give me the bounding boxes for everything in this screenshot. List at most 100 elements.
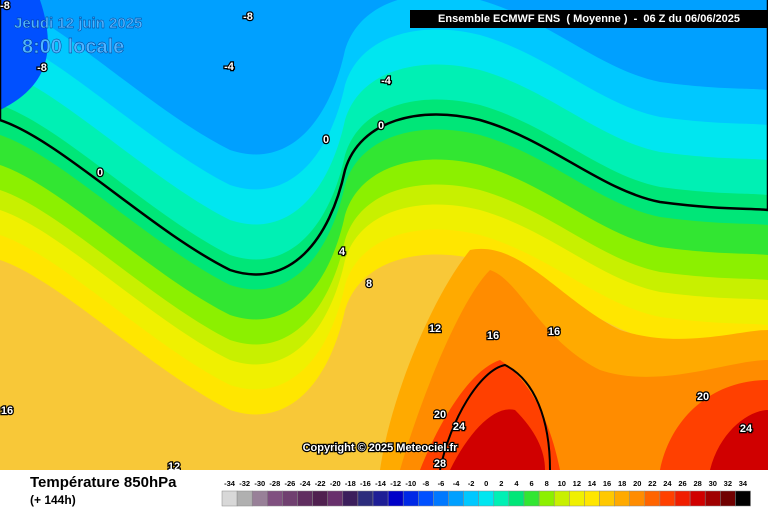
scale-label: -10 [405,479,416,488]
scale-swatch [221,490,238,507]
scale-swatch [236,490,253,507]
scale-swatch [372,490,389,507]
run-banner [410,10,768,28]
forecast-date: Jeudi 12 juin 2025 [14,15,142,32]
scale-swatch [659,490,676,507]
scale-swatch [312,490,328,507]
scale-swatch [599,490,615,507]
contour-label: 24 [740,423,753,435]
color-scale: -34 -32 -30 -28 -26 -24 -22 -20 -18 -16 -14 -12 -10-… [221,479,751,507]
scale-swatch [357,490,374,507]
scale-label: -28 [269,479,280,488]
scale-label: -14 [375,479,387,488]
scale-swatch [614,490,630,507]
scale-label: 4 [514,479,519,488]
scale-swatch [674,490,691,507]
scale-swatch [478,490,495,507]
scale-swatch [267,490,283,507]
scale-swatch [584,490,600,507]
forecast-time: 8:00 locale [22,36,124,58]
scale-swatch [523,490,540,507]
scale-label: -2 [468,479,475,488]
scale-swatch [629,490,646,507]
scale-label: 24 [663,479,672,488]
scale-swatch [689,490,706,507]
contour-label: 4 [339,246,346,258]
scale-label: 16 [603,479,611,488]
contour-label: 16 [1,405,13,417]
contour-label: 0 [323,134,329,146]
scale-label: -8 [423,479,430,488]
scale-swatch [251,490,268,507]
contour-label: 28 [434,458,446,470]
scale-label: -16 [360,479,371,488]
scale-swatch [418,490,434,507]
contour-label: 16 [548,326,560,338]
contour-label: 24 [453,421,466,433]
scale-label: -34 [224,479,236,488]
scale-label: 34 [739,479,748,488]
contour-label: 0 [378,120,384,132]
scale-label: 14 [588,479,597,488]
contour-label: 16 [487,330,499,342]
scale-swatch [433,490,449,507]
scale-swatch [508,490,525,507]
copyright: Copyright © 2025 Meteociel.fr [303,442,459,454]
scale-swatch [297,490,313,507]
scale-swatch [704,490,721,507]
contour-label: -8 [243,11,253,23]
scale-swatch [720,490,736,507]
contour-label: -4 [381,75,392,87]
scale-swatch [448,490,464,507]
scale-label: 28 [693,479,701,488]
scale-label: 22 [648,479,656,488]
scale-label: -6 [438,479,445,488]
scale-swatch [735,490,751,507]
scale-swatch [493,490,510,507]
contour-label: -8 [37,62,47,74]
scale-label: 2 [499,479,503,488]
scale-label: -22 [315,479,326,488]
contour-label: 0 [97,167,103,179]
scale-label: -30 [254,479,265,488]
scale-label: -26 [285,479,296,488]
contour-label: -4 [224,61,235,73]
contour-label: -8 [0,0,10,12]
scale-swatch [327,490,344,507]
scale-label: 20 [633,479,641,488]
contour-label: 12 [429,323,441,335]
scale-label: 12 [573,479,581,488]
scale-label: 8 [545,479,549,488]
contour-label: 8 [366,278,372,290]
scale-swatch [463,490,479,507]
scale-swatch [553,490,570,507]
contour-label: 20 [697,391,709,403]
scale-label: -24 [300,479,312,488]
scale-swatch [402,490,419,507]
scale-label: -4 [453,479,460,488]
run-info: Ensemble ECMWF ENS ( Moyenne ) - 06 Z du… [438,13,740,25]
scale-label: 32 [724,479,732,488]
scale-swatch [538,490,555,507]
scale-swatch [342,490,359,507]
scale-label: 26 [678,479,686,488]
scale-swatch [569,490,585,507]
temperature-field [0,0,768,471]
scale-label: 18 [618,479,626,488]
scale-swatch [387,490,404,507]
scale-label: -20 [330,479,341,488]
scale-swatch [644,490,661,507]
contour-labels: -8 -8 -8 -4 -4 0 0 0 4 8 12 16 16 16 20 … [0,0,754,474]
scale-label: 30 [709,479,717,488]
scale-label: -18 [345,479,356,488]
contour-label: 20 [434,409,446,421]
footer-lead: (+ 144h) [30,493,76,507]
scale-label: -12 [390,479,401,488]
scale-label: 10 [558,479,566,488]
scale-label: 0 [484,479,488,488]
scale-label: -32 [239,479,250,488]
scale-label: 6 [529,479,533,488]
footer-title: Température 850hPa [30,474,177,491]
scale-swatch [282,490,298,507]
